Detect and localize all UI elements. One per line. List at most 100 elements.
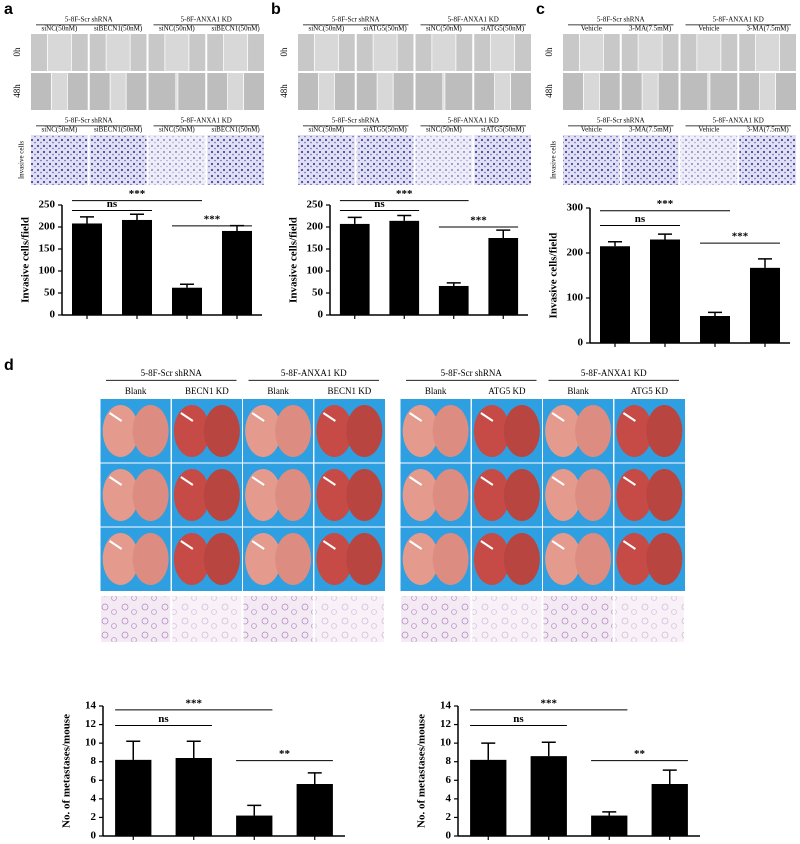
condition-label: siBECN1(50nM)	[212, 126, 261, 134]
condition-label: 3-MA(7.5mM)	[629, 25, 672, 33]
bar	[115, 759, 152, 836]
lung-lobe	[203, 405, 240, 457]
condition-label: siNC(50nM)	[41, 126, 77, 134]
wound-gap	[579, 34, 604, 71]
bar	[700, 316, 730, 343]
bar	[236, 815, 273, 836]
significance-label: ***	[541, 697, 558, 709]
group-label: 5-8F-Scr shRNA	[332, 117, 380, 125]
condition-label: siBECN1(50nM)	[94, 126, 143, 134]
arrow	[322, 476, 336, 486]
group-label: 5-8F-Scr shRNA	[65, 16, 113, 24]
wound-gap	[106, 34, 131, 71]
condition-label: BECN1 KD	[185, 386, 229, 396]
condition-label: Vehicle	[581, 126, 602, 134]
wound-gap	[490, 34, 515, 71]
y-tick-label: 8	[446, 755, 452, 767]
condition-label: siNC(50nM)	[426, 126, 462, 134]
wound-gap	[47, 34, 72, 71]
significance-label: ***	[732, 231, 749, 243]
lung-lobe	[503, 533, 540, 585]
bar	[651, 784, 688, 836]
histology-image	[401, 596, 471, 642]
y-tick-label: 10	[440, 737, 452, 749]
condition-label: siATG5(50nM)	[364, 126, 408, 134]
arrow	[480, 476, 494, 486]
transwell-image	[739, 135, 796, 185]
condition-label: siNC(50nM)	[308, 126, 344, 134]
lung-lobe	[316, 533, 353, 585]
bar	[122, 219, 152, 315]
row-label: 0h	[544, 47, 554, 57]
error-bar	[541, 741, 556, 757]
group-label: 5-8F-ANXA1 KD	[448, 117, 499, 125]
wound-gap	[314, 34, 339, 71]
panel-label: c	[536, 1, 545, 18]
lung-lobe	[616, 533, 653, 585]
y-tick-label: 150	[307, 243, 324, 255]
wound-gap	[110, 73, 127, 110]
group-label: 5-8F-Scr shRNA	[441, 368, 503, 378]
transwell-image	[680, 135, 738, 185]
y-tick-label: 0	[91, 830, 97, 842]
lung-lobe	[432, 405, 469, 457]
y-tick-label: 200	[39, 221, 56, 233]
condition-label: siNC(50nM)	[426, 25, 462, 33]
bar	[438, 285, 469, 315]
lung-lobe	[616, 405, 653, 457]
arrow	[251, 476, 265, 486]
lung-lobe	[575, 533, 612, 585]
error-bar	[307, 772, 322, 784]
bar	[175, 758, 212, 836]
lung-lobe	[575, 469, 612, 521]
y-axis-label: No. of metastases/mouse	[61, 714, 73, 828]
condition-label: siBECN1(50nM)	[212, 25, 261, 33]
group-label: 5-8F-Scr shRNA	[65, 117, 113, 125]
lung-lobe	[616, 469, 653, 521]
arrow	[109, 476, 123, 486]
condition-label: Blank	[125, 386, 147, 396]
bar	[389, 220, 420, 315]
arrow	[109, 412, 123, 422]
arrow	[480, 412, 494, 422]
error-bar	[602, 811, 617, 816]
arrow	[551, 540, 565, 550]
lung-lobe	[132, 405, 169, 457]
y-tick-label: 50	[44, 287, 56, 299]
row-label: 48h	[12, 84, 22, 98]
lung-lobe	[545, 469, 582, 521]
lung-lobe	[275, 405, 312, 457]
wound-gap	[638, 34, 663, 71]
arrow	[322, 412, 336, 422]
lung-lobe	[245, 405, 282, 457]
condition-label: siATG5(50nM)	[481, 126, 525, 134]
bar	[591, 815, 628, 836]
arrow	[180, 540, 194, 550]
bar	[172, 287, 202, 315]
lung-lobe	[203, 533, 240, 585]
group-label: 5-8F-ANXA1 KD	[713, 16, 764, 24]
y-axis-label: Invasive cells/field	[288, 217, 300, 303]
lung-lobe	[173, 405, 210, 457]
lung-lobe	[346, 469, 383, 521]
arrow	[480, 540, 494, 550]
arrow	[109, 540, 123, 550]
y-tick-label: 4	[91, 792, 97, 804]
transwell-image	[563, 135, 620, 185]
histology-image	[101, 596, 171, 642]
significance-label: ns	[107, 198, 118, 210]
arrow	[409, 476, 423, 486]
y-tick-label: 300	[567, 202, 584, 214]
wound-gap	[707, 73, 710, 110]
condition-label: siBECN1(50nM)	[94, 25, 143, 33]
lung-lobe	[102, 469, 139, 521]
significance-label: ns	[374, 198, 385, 210]
wound-gap	[583, 73, 600, 110]
condition-label: siATG5(50nM)	[481, 25, 525, 33]
bar	[296, 784, 333, 836]
condition-label: siNC(50nM)	[41, 25, 77, 33]
significance-label: ***	[186, 697, 203, 709]
lung-lobe	[132, 533, 169, 585]
panel-label: b	[271, 1, 281, 18]
bar	[72, 223, 102, 315]
